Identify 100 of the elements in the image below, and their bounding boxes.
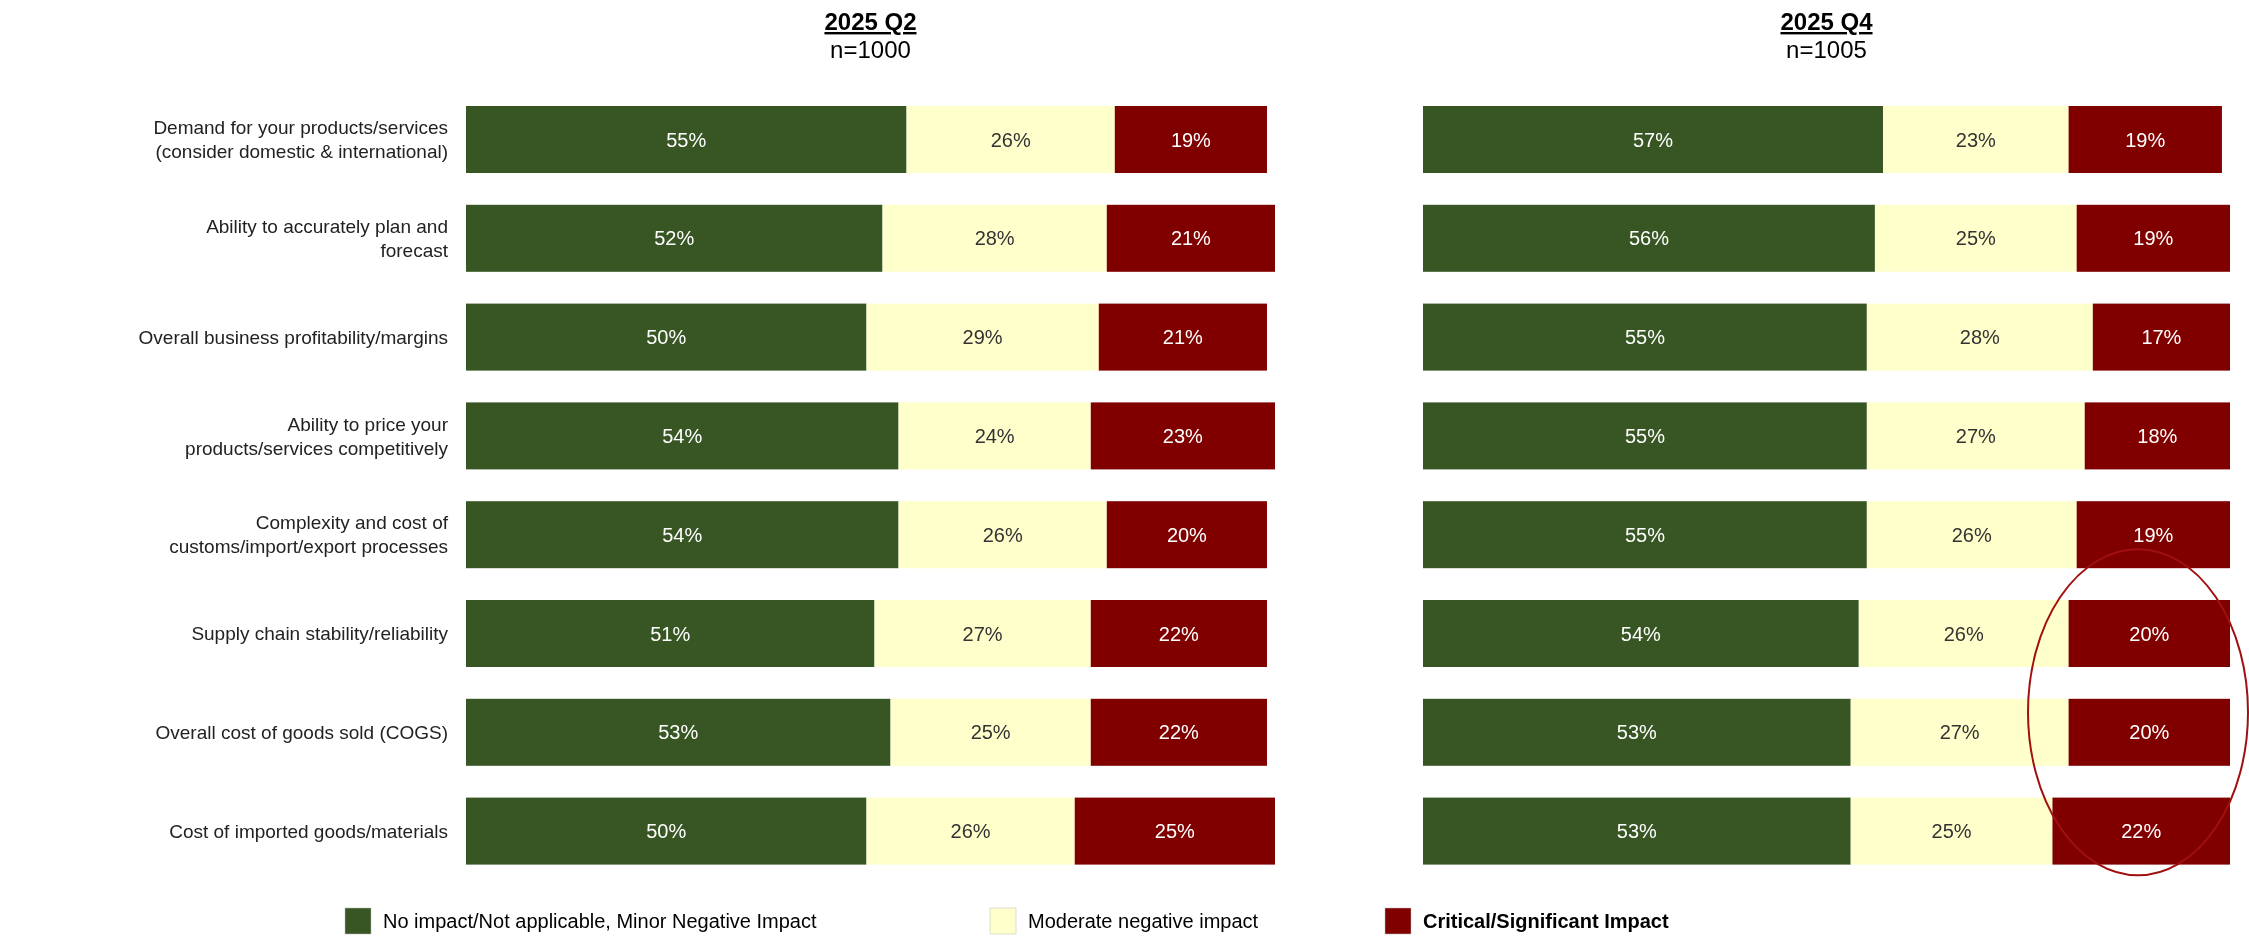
- bar: [2068, 698, 2230, 766]
- bar: [2076, 204, 2230, 272]
- bar: [898, 402, 1091, 470]
- bar: [906, 106, 1115, 173]
- bar: [866, 303, 1099, 371]
- data-label: 26%: [950, 820, 991, 843]
- text: No impact/Not applicable, Minor Negative Impact: [383, 910, 817, 932]
- bar: [1114, 106, 1267, 173]
- y-tick-label: Ability to price your products/services competitively: [185, 413, 449, 459]
- bar: [1423, 402, 1867, 470]
- bar: [466, 501, 899, 569]
- data-label: 24%: [974, 424, 1015, 447]
- data-label: 19%: [1170, 128, 1212, 151]
- data-label: 27%: [1955, 424, 1997, 447]
- bar: [866, 797, 1075, 865]
- data-label: 25%: [1955, 227, 1997, 250]
- data-label: 26%: [1943, 622, 1984, 645]
- data-label: 18%: [2137, 424, 2178, 447]
- bar: [466, 303, 867, 371]
- bar: [1423, 600, 1859, 667]
- bar: [1866, 402, 2085, 470]
- bar: [1850, 698, 2069, 766]
- bar: [898, 501, 1107, 569]
- chart-subtitle: n=1000: [830, 36, 911, 63]
- data-label: 55%: [1624, 523, 1666, 546]
- data-label: 56%: [1628, 227, 1670, 250]
- bar: [466, 698, 891, 766]
- data-label: 57%: [1632, 128, 1674, 151]
- data-label: 26%: [1951, 523, 1992, 546]
- bar: [1106, 204, 1275, 272]
- chart-title: 2025 Q2: [824, 8, 917, 35]
- data-label: 28%: [974, 227, 1015, 250]
- data-label: 22%: [1158, 622, 1200, 645]
- bar: [1090, 698, 1267, 766]
- data-label: 21%: [1170, 227, 1212, 250]
- y-tick-label: Demand for your products/services (consider domestic & international): [153, 117, 448, 163]
- y-tick-label: Complexity and cost of customs/import/export processes: [169, 512, 449, 558]
- bar: [1874, 204, 2077, 272]
- y-tick-label: Overall business profitability/margins: [138, 326, 448, 348]
- data-label: 22%: [2121, 820, 2162, 843]
- data-label: 20%: [2129, 721, 2170, 744]
- bar: [466, 106, 907, 173]
- bar: [466, 204, 883, 272]
- data-label: 27%: [962, 622, 1003, 645]
- bar: [466, 402, 899, 470]
- data-label: 23%: [1162, 424, 1204, 447]
- data-label: 50%: [646, 820, 687, 843]
- bar: [1858, 600, 2069, 667]
- bar: [1423, 698, 1851, 766]
- data-label: 53%: [658, 721, 699, 744]
- bar: [466, 797, 867, 865]
- data-label: 26%: [982, 523, 1023, 546]
- bar: [1423, 501, 1867, 569]
- bar: [2076, 501, 2230, 569]
- bar: [890, 698, 1091, 766]
- bar: [1850, 797, 2053, 865]
- bar: [1882, 106, 2069, 173]
- data-label: 51%: [650, 622, 691, 645]
- data-label: 27%: [1939, 721, 1980, 744]
- data-label: 50%: [646, 326, 687, 349]
- legend-label: Critical/Significant Impact: [1423, 910, 1669, 932]
- y-tick-label: Cost of imported goods/materials: [169, 820, 448, 842]
- data-label: 25%: [1154, 820, 1196, 843]
- bar: [1098, 303, 1267, 371]
- data-label: 21%: [1162, 326, 1204, 349]
- data-label: 54%: [1620, 622, 1662, 645]
- bar: [874, 600, 1091, 667]
- bar: [1106, 501, 1267, 569]
- bar: [1423, 204, 1875, 272]
- data-label: 26%: [990, 128, 1031, 151]
- y-tick-label: Supply chain stability/reliability: [191, 623, 449, 645]
- data-label: 20%: [1166, 523, 1208, 546]
- data-label: 52%: [654, 227, 695, 250]
- data-label: 25%: [1931, 820, 1972, 843]
- data-label: 29%: [962, 326, 1003, 349]
- data-label: 53%: [1616, 721, 1658, 744]
- bar: [1866, 501, 2077, 569]
- chart-subtitle: n=1005: [1786, 36, 1867, 63]
- data-label: 53%: [1616, 820, 1658, 843]
- bar: [1866, 303, 2093, 371]
- bar: [1423, 797, 1851, 865]
- bar: [2052, 797, 2230, 865]
- chart-title: 2025 Q4: [1780, 8, 1874, 35]
- data-label: 20%: [2129, 622, 2170, 645]
- bar: [2068, 600, 2230, 667]
- bar: [1074, 797, 1275, 865]
- bar: [466, 600, 875, 667]
- data-label: 19%: [2133, 523, 2174, 546]
- bar: [2068, 106, 2222, 173]
- data-label: 55%: [1624, 326, 1666, 349]
- data-label: 25%: [970, 721, 1011, 744]
- bar: [1090, 402, 1275, 470]
- data-label: 55%: [666, 128, 707, 151]
- data-label: 19%: [2125, 128, 2166, 151]
- data-label: 17%: [2141, 326, 2182, 349]
- data-label: 55%: [1624, 424, 1666, 447]
- y-tick-label: Ability to accurately plan and forecast: [206, 215, 449, 261]
- data-label: 54%: [662, 523, 703, 546]
- bar: [2084, 402, 2230, 470]
- bar: [2092, 303, 2230, 371]
